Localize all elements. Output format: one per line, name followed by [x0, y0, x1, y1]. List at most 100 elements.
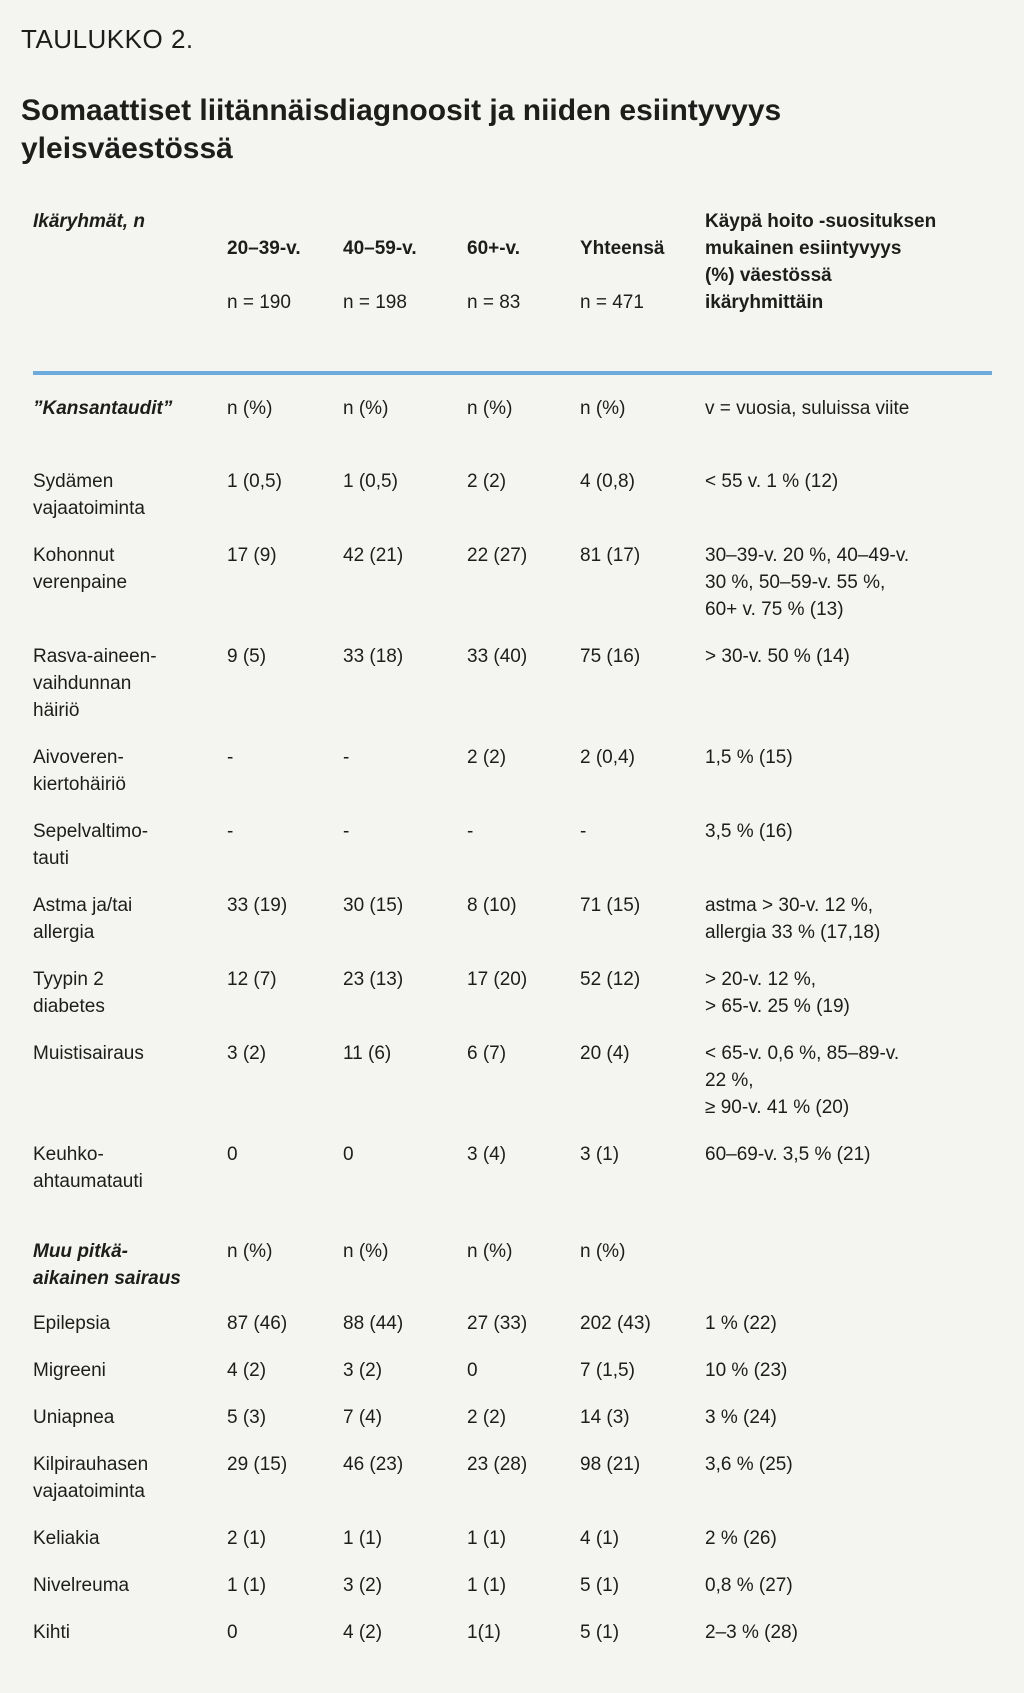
cell-total: 4 (1) — [580, 1528, 620, 1550]
cell-60plus: 8 (10) — [467, 895, 517, 917]
column-header-label: 20–39-v. — [227, 238, 301, 260]
row-label: Uniapnea — [33, 1407, 115, 1429]
cell-reference: 3,5 % (16) — [705, 821, 793, 843]
cell-40-59: n (%) — [343, 1241, 389, 1263]
cell-60plus: 2 (2) — [467, 471, 507, 493]
row-label: Aivoveren- kiertohäiriö — [33, 747, 126, 796]
column-header-40-59: 40–59-v. n = 198 — [343, 208, 467, 343]
row-label: Epilepsia — [33, 1313, 111, 1335]
table-row: Astma ja/tai allergia 33 (19) 30 (15) 8 … — [33, 892, 992, 966]
row-label: Tyypin 2 diabetes — [33, 969, 105, 1018]
cell-20-39: 3 (2) — [227, 1043, 267, 1065]
row-label: ”Kansantaudit” — [33, 398, 173, 420]
cell-60plus: 1(1) — [467, 1622, 501, 1644]
cell-20-39: 87 (46) — [227, 1313, 288, 1335]
page-title: Somaattiset liitännäisdiagnoosit ja niid… — [21, 94, 782, 166]
cell-reference: < 55 v. 1 % (12) — [705, 471, 839, 493]
cell-20-39: 0 — [227, 1144, 238, 1166]
cell-reference: > 30-v. 50 % (14) — [705, 646, 850, 668]
column-header-age-groups: Ikäryhmät, n — [33, 211, 145, 233]
cell-40-59: 3 (2) — [343, 1575, 383, 1597]
row-label: Muistisairaus — [33, 1043, 144, 1065]
cell-total: n (%) — [580, 398, 626, 420]
cell-60plus: 6 (7) — [467, 1043, 507, 1065]
column-header-total: Yhteensä n = 471 — [580, 208, 705, 343]
row-label: Astma ja/tai allergia — [33, 895, 133, 944]
section-header-muu-pitkaaikainen-sairaus: Muu pitkä- aikainen sairaus n (%) n (%) … — [33, 1238, 992, 1310]
table-row: Kohonnut verenpaine 17 (9) 42 (21) 22 (2… — [33, 542, 992, 643]
cell-reference: 1,5 % (15) — [705, 747, 793, 769]
table-row: Epilepsia 87 (46) 88 (44) 27 (33) 202 (4… — [33, 1310, 992, 1357]
cell-40-59: - — [343, 747, 350, 769]
cell-20-39: 4 (2) — [227, 1360, 267, 1382]
cell-20-39: - — [227, 821, 234, 843]
row-label: Kohonnut verenpaine — [33, 545, 128, 594]
cell-60plus: n (%) — [467, 398, 513, 420]
cell-reference: 1 % (22) — [705, 1313, 777, 1335]
table-row: Rasva-aineen- vaihdunnan häiriö 9 (5) 33… — [33, 643, 992, 744]
cell-reference: 2–3 % (28) — [705, 1622, 798, 1644]
cell-60plus: 23 (28) — [467, 1454, 528, 1476]
cell-20-39: - — [227, 747, 234, 769]
column-header-n: n = 83 — [467, 292, 521, 314]
table-body: ”Kansantaudit” n (%) n (%) n (%) n (%) v… — [33, 395, 992, 1666]
table-row: Kilpirauhasen vajaatoiminta 29 (15) 46 (… — [33, 1451, 992, 1525]
cell-total: 7 (1,5) — [580, 1360, 635, 1382]
row-label: Sepelvaltimo- tauti — [33, 821, 149, 870]
table-row: Tyypin 2 diabetes 12 (7) 23 (13) 17 (20)… — [33, 966, 992, 1040]
cell-40-59: 7 (4) — [343, 1407, 383, 1429]
table-row: Nivelreuma 1 (1) 3 (2) 1 (1) 5 (1) 0,8 %… — [33, 1572, 992, 1619]
column-header-kaypa-hoito: Käypä hoito -suosituksen mukainen esiint… — [705, 211, 937, 314]
row-label: Keliakia — [33, 1528, 100, 1550]
cell-40-59: 42 (21) — [343, 545, 404, 567]
cell-60plus: 22 (27) — [467, 545, 528, 567]
row-label: Kihti — [33, 1622, 70, 1644]
cell-total: 5 (1) — [580, 1622, 620, 1644]
cell-60plus: 1 (1) — [467, 1528, 507, 1550]
column-header-label: Yhteensä — [580, 238, 665, 260]
cell-total: n (%) — [580, 1241, 626, 1263]
cell-20-39: 5 (3) — [227, 1407, 267, 1429]
column-header-n: n = 471 — [580, 292, 644, 314]
table-header-row: Ikäryhmät, n 20–39-v. n = 190 40–59-v. n… — [33, 208, 992, 343]
row-label: Nivelreuma — [33, 1575, 130, 1597]
cell-40-59: n (%) — [343, 398, 389, 420]
cell-60plus: 1 (1) — [467, 1575, 507, 1597]
header-divider — [33, 371, 992, 376]
cell-reference: > 20-v. 12 %, > 65-v. 25 % (19) — [705, 969, 850, 1018]
cell-total: 20 (4) — [580, 1043, 630, 1065]
cell-40-59: 46 (23) — [343, 1454, 404, 1476]
cell-total: 3 (1) — [580, 1144, 620, 1166]
table-kicker: TAULUKKO 2. — [21, 24, 194, 54]
table-row: Keuhko- ahtaumatauti 0 0 3 (4) 3 (1) 60–… — [33, 1141, 992, 1215]
cell-total: 2 (0,4) — [580, 747, 635, 769]
cell-60plus: 3 (4) — [467, 1144, 507, 1166]
cell-total: 81 (17) — [580, 545, 641, 567]
cell-total: 71 (15) — [580, 895, 641, 917]
cell-20-39: 33 (19) — [227, 895, 288, 917]
column-header-label: 40–59-v. — [343, 238, 417, 260]
table-row: Migreeni 4 (2) 3 (2) 0 7 (1,5) 10 % (23) — [33, 1357, 992, 1404]
table-row: Keliakia 2 (1) 1 (1) 1 (1) 4 (1) 2 % (26… — [33, 1525, 992, 1572]
table-row: Uniapnea 5 (3) 7 (4) 2 (2) 14 (3) 3 % (2… — [33, 1404, 992, 1451]
cell-40-59: 11 (6) — [343, 1043, 392, 1065]
cell-reference: 30–39-v. 20 %, 40–49-v. 30 %, 50–59-v. 5… — [705, 545, 910, 621]
cell-reference: 3,6 % (25) — [705, 1454, 793, 1476]
cell-40-59: 33 (18) — [343, 646, 404, 668]
cell-total: 4 (0,8) — [580, 471, 635, 493]
cell-60plus: 17 (20) — [467, 969, 528, 991]
cell-20-39: n (%) — [227, 1241, 273, 1263]
cell-40-59: - — [343, 821, 350, 843]
cell-total: 5 (1) — [580, 1575, 620, 1597]
cell-reference: < 65-v. 0,6 %, 85–89-v. 22 %, ≥ 90-v. 41… — [705, 1043, 900, 1119]
row-label: Kilpirauhasen vajaatoiminta — [33, 1454, 149, 1503]
cell-total: 75 (16) — [580, 646, 641, 668]
cell-40-59: 3 (2) — [343, 1360, 383, 1382]
row-label: Keuhko- ahtaumatauti — [33, 1144, 143, 1193]
cell-20-39: 17 (9) — [227, 545, 277, 567]
cell-reference: 0,8 % (27) — [705, 1575, 793, 1597]
comorbidity-table: Ikäryhmät, n 20–39-v. n = 190 40–59-v. n… — [33, 208, 992, 1666]
cell-total: 14 (3) — [580, 1407, 630, 1429]
cell-40-59: 1 (1) — [343, 1528, 383, 1550]
table-row: Aivoveren- kiertohäiriö - - 2 (2) 2 (0,4… — [33, 744, 992, 818]
